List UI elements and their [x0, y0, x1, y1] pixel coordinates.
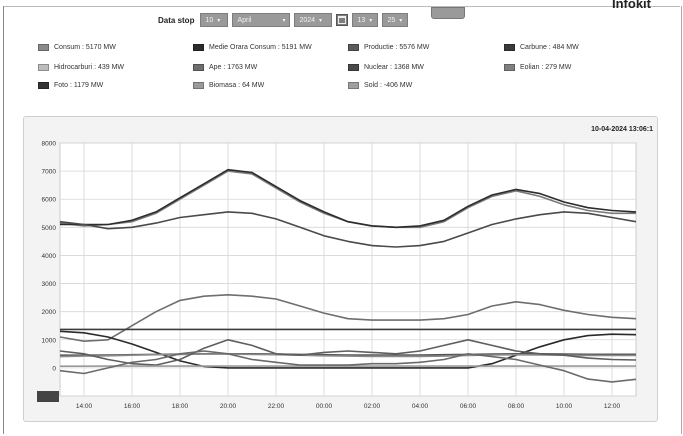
page-frame: [3, 6, 682, 434]
series-line-ape: [59, 293, 637, 343]
top-rule: [3, 6, 680, 7]
legend-item[interactable]: Eolian : 279 MW: [504, 64, 571, 71]
date-stop-label: Data stop: [158, 15, 195, 25]
calendar-icon[interactable]: [336, 14, 349, 26]
legend-swatch: [193, 64, 204, 71]
legend-swatch: [348, 64, 359, 71]
chevron-down-icon: ▾: [319, 17, 323, 24]
plot-area: [59, 142, 637, 397]
legend-swatch: [348, 44, 359, 51]
legend-swatch: [504, 64, 515, 71]
legend-swatch: [348, 82, 359, 89]
legend-swatch: [38, 44, 49, 51]
legend-swatch: [504, 44, 515, 51]
legend-item[interactable]: Sold : -406 MW: [348, 82, 412, 89]
x-tick-label: 00:00: [316, 403, 333, 410]
legend-item[interactable]: Productie : 5576 MW: [348, 44, 429, 51]
y-tick-label: 7000: [42, 169, 57, 176]
date-picker: Data stop 10 ▾ April ▾ 2024 ▾ 13 ▾ 25 ▾: [158, 12, 409, 28]
y-tick-label: 2000: [42, 309, 57, 316]
x-tick-label: 16:00: [124, 403, 141, 410]
series-line-eolian: [59, 338, 637, 366]
legend-item[interactable]: Carbune : 484 MW: [504, 44, 579, 51]
hour-select[interactable]: 13 ▾: [352, 13, 379, 27]
x-tick-label: 06:00: [460, 403, 477, 410]
legend-swatch: [38, 82, 49, 89]
series-line-medie-orara-consum: [60, 168, 637, 229]
legend-item[interactable]: Foto : 1179 MW: [38, 82, 103, 89]
legend-swatch: [38, 64, 49, 71]
chevron-down-icon: ▾: [282, 17, 286, 24]
legend-item[interactable]: Biomasa : 64 MW: [193, 82, 264, 89]
chevron-down-icon: ▾: [369, 17, 373, 24]
chevron-down-icon: ▾: [217, 17, 221, 24]
month-select[interactable]: April ▾: [232, 13, 291, 27]
series-line-sold: [59, 350, 637, 383]
x-tick-label: 20:00: [220, 403, 237, 410]
day-select[interactable]: 10 ▾: [200, 13, 229, 27]
chart-timestamp: 10-04-2024 13:06:1: [591, 126, 653, 133]
x-tick-label: 22:00: [268, 403, 285, 410]
series-line-hidrocarburi: [59, 353, 636, 358]
y-tick-label: 8000: [42, 141, 57, 148]
collapse-tab-button[interactable]: [431, 7, 465, 19]
legend-item[interactable]: Hidrocarburi : 439 MW: [38, 64, 124, 71]
x-tick-label: 02:00: [364, 403, 381, 410]
year-select[interactable]: 2024 ▾: [294, 13, 333, 27]
legend-item[interactable]: Medie Orara Consum : 5191 MW: [193, 44, 312, 51]
y-tick-label: 0: [52, 365, 56, 372]
x-tick-label: 10:00: [556, 403, 573, 410]
x-tick-label: 08:00: [508, 403, 525, 410]
y-tick-label: 5000: [42, 225, 57, 232]
legend-item[interactable]: Consum : 5170 MW: [38, 44, 116, 51]
legend-item[interactable]: Nuclear : 1368 MW: [348, 64, 424, 71]
page-title: Infokit: [612, 0, 651, 11]
y-tick-label: 3000: [42, 281, 57, 288]
series-line-productie: [59, 211, 637, 248]
x-tick-label: 14:00: [76, 403, 93, 410]
x-tick-label: 18:00: [172, 403, 189, 410]
series-line-foto: [59, 330, 637, 369]
x-tick-label: 04:00: [412, 403, 429, 410]
legend-swatch: [193, 82, 204, 89]
y-min-label-box: [37, 391, 59, 402]
y-tick-label: 1000: [42, 337, 57, 344]
x-tick-label: 12:00: [604, 403, 621, 410]
chevron-down-icon: ▾: [399, 17, 403, 24]
y-tick-label: 4000: [42, 253, 57, 260]
legend-item[interactable]: Ape : 1763 MW: [193, 64, 257, 71]
legend-swatch: [193, 44, 204, 51]
y-tick-label: 6000: [42, 197, 57, 204]
minute-select[interactable]: 25 ▾: [382, 13, 409, 27]
